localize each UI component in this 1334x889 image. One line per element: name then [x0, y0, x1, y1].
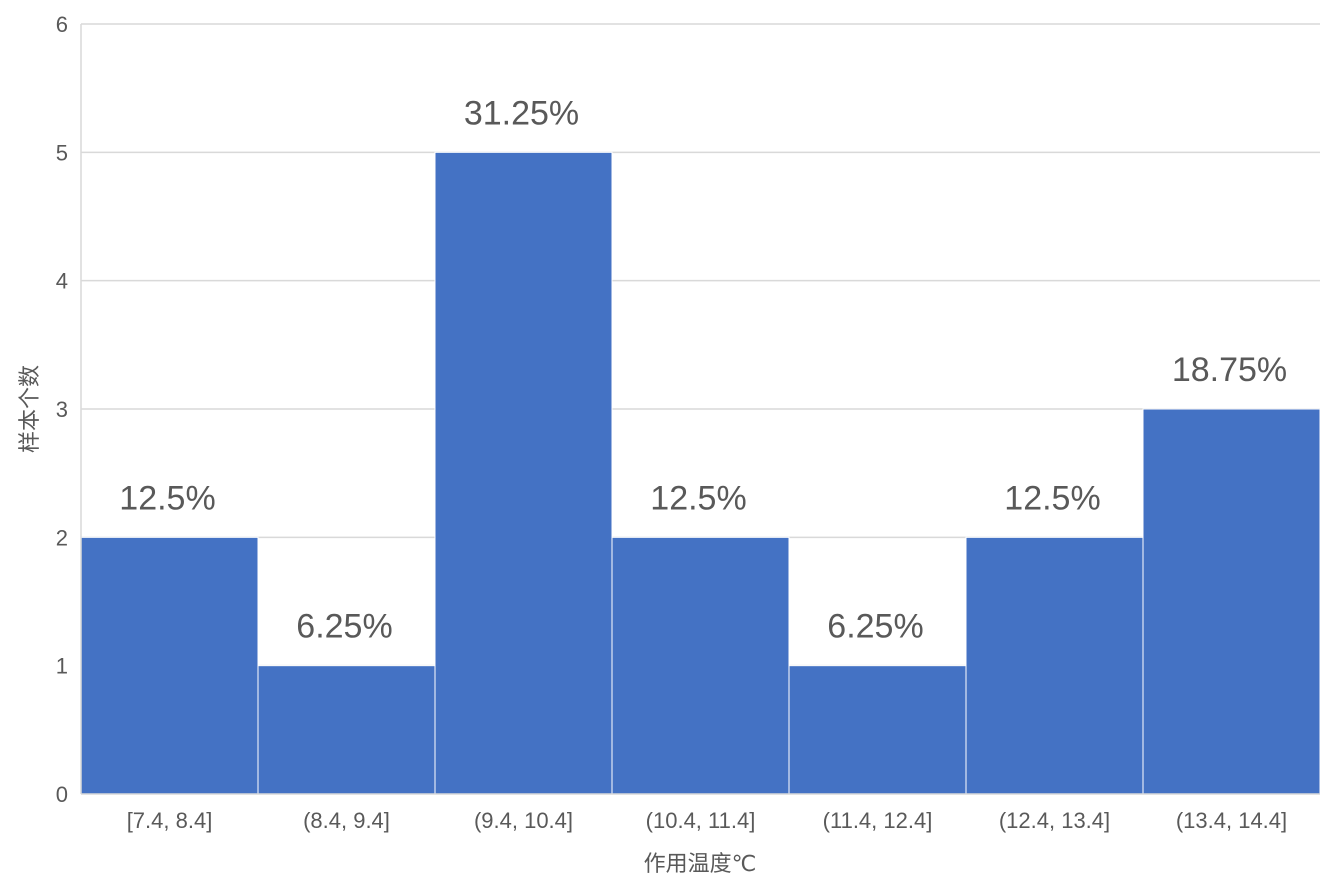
x-tick-label: (11.4, 12.4]	[823, 808, 933, 833]
x-tick-label: (13.4, 14.4]	[1176, 808, 1287, 833]
y-tick-label: 5	[56, 140, 68, 165]
x-axis-title: 作用温度℃	[644, 852, 757, 877]
bar	[611, 536, 790, 795]
bar	[257, 665, 436, 795]
y-tick-label: 2	[56, 525, 68, 550]
data-label: 12.5%	[1004, 479, 1100, 517]
data-label: 6.25%	[827, 608, 923, 646]
y-tick-label: 4	[56, 269, 68, 294]
y-tick-label: 0	[56, 782, 68, 807]
data-label: 12.5%	[650, 479, 746, 517]
axes	[80, 24, 1320, 795]
x-tick-label: [7.4, 8.4]	[127, 808, 213, 833]
y-tick-label: 1	[56, 654, 68, 679]
bars	[80, 151, 1321, 795]
bar	[80, 536, 259, 795]
x-tick-labels: [7.4, 8.4] (8.4, 9.4] (9.4, 10.4] (10.4, 11…	[127, 808, 1287, 833]
x-tick-label: (9.4, 10.4]	[474, 808, 573, 833]
y-tick-label: 6	[56, 12, 68, 37]
y-axis-title: 样本个数	[18, 365, 43, 453]
bar	[1142, 408, 1321, 795]
bar	[434, 151, 613, 795]
x-tick-label: (12.4, 13.4]	[999, 808, 1110, 833]
y-tick-labels: 0 1 2 3 4 5 6	[56, 12, 68, 807]
x-tick-label: (8.4, 9.4]	[303, 808, 390, 833]
data-label: 18.75%	[1172, 351, 1287, 389]
data-label: 6.25%	[296, 608, 392, 646]
data-labels: 12.5% 6.25% 31.25% 12.5% 6.25% 12.5% 18.75%	[119, 94, 1287, 645]
data-label: 12.5%	[119, 479, 215, 517]
bar	[965, 536, 1144, 795]
data-label: 31.25%	[464, 94, 579, 132]
y-tick-label: 3	[56, 397, 68, 422]
x-tick-label: (10.4, 11.4]	[646, 808, 756, 833]
bar	[788, 665, 967, 795]
